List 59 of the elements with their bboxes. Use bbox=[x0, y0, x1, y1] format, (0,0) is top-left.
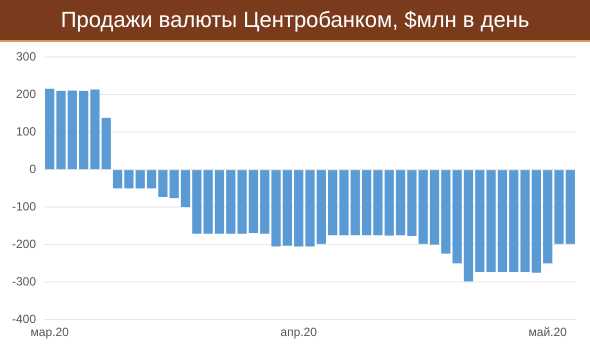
bar bbox=[180, 170, 190, 208]
bar bbox=[373, 170, 383, 236]
y-tick-label: 100 bbox=[16, 124, 36, 138]
bar bbox=[566, 170, 575, 244]
bar bbox=[204, 170, 213, 234]
bar bbox=[350, 170, 360, 236]
bar bbox=[418, 170, 428, 244]
bar bbox=[452, 170, 462, 264]
bar bbox=[464, 170, 474, 282]
bar bbox=[124, 170, 134, 188]
bar bbox=[226, 170, 236, 234]
y-tick-label: -100 bbox=[12, 199, 36, 214]
bar bbox=[305, 170, 315, 247]
x-tick-label: мар.20 bbox=[30, 325, 70, 340]
bar bbox=[170, 170, 179, 198]
y-tick-label: 200 bbox=[16, 87, 36, 101]
y-tick-label: -300 bbox=[12, 274, 36, 288]
bar bbox=[316, 170, 326, 244]
bar bbox=[520, 170, 530, 272]
y-tick-label: 300 bbox=[16, 50, 36, 64]
bar bbox=[362, 170, 372, 236]
bar bbox=[339, 170, 349, 236]
bar bbox=[136, 170, 145, 188]
x-tick-label: май.20 bbox=[528, 325, 568, 340]
bar bbox=[486, 170, 496, 272]
bar bbox=[56, 90, 66, 170]
x-tick-label: апр.20 bbox=[280, 325, 318, 340]
bar bbox=[260, 170, 270, 234]
bar bbox=[78, 90, 88, 170]
bar bbox=[146, 170, 156, 188]
bar bbox=[294, 170, 304, 247]
bar bbox=[441, 170, 450, 254]
bar bbox=[102, 118, 111, 170]
bar bbox=[90, 89, 100, 170]
y-tick-label: -200 bbox=[12, 236, 36, 251]
bar bbox=[396, 170, 406, 236]
bar bbox=[498, 170, 508, 272]
bar bbox=[192, 170, 202, 234]
bar bbox=[271, 170, 281, 247]
y-tick-label: -400 bbox=[12, 312, 36, 326]
bar bbox=[532, 170, 542, 273]
bar bbox=[237, 170, 247, 234]
bar bbox=[509, 170, 518, 272]
bar bbox=[554, 170, 564, 244]
bar bbox=[328, 170, 338, 236]
bar bbox=[543, 170, 552, 264]
bar bbox=[282, 170, 292, 246]
bar bbox=[248, 170, 258, 234]
chart-title: Продажи валюты Центробанком, $млн в день bbox=[0, 0, 590, 42]
bar bbox=[68, 90, 77, 170]
y-tick-label: 0 bbox=[29, 162, 36, 176]
bar bbox=[112, 170, 122, 188]
bar bbox=[45, 88, 54, 170]
bar bbox=[158, 170, 168, 198]
bar bbox=[475, 170, 484, 272]
bar bbox=[384, 170, 394, 236]
bar bbox=[214, 170, 224, 234]
bar bbox=[407, 170, 417, 236]
bar bbox=[430, 170, 440, 245]
